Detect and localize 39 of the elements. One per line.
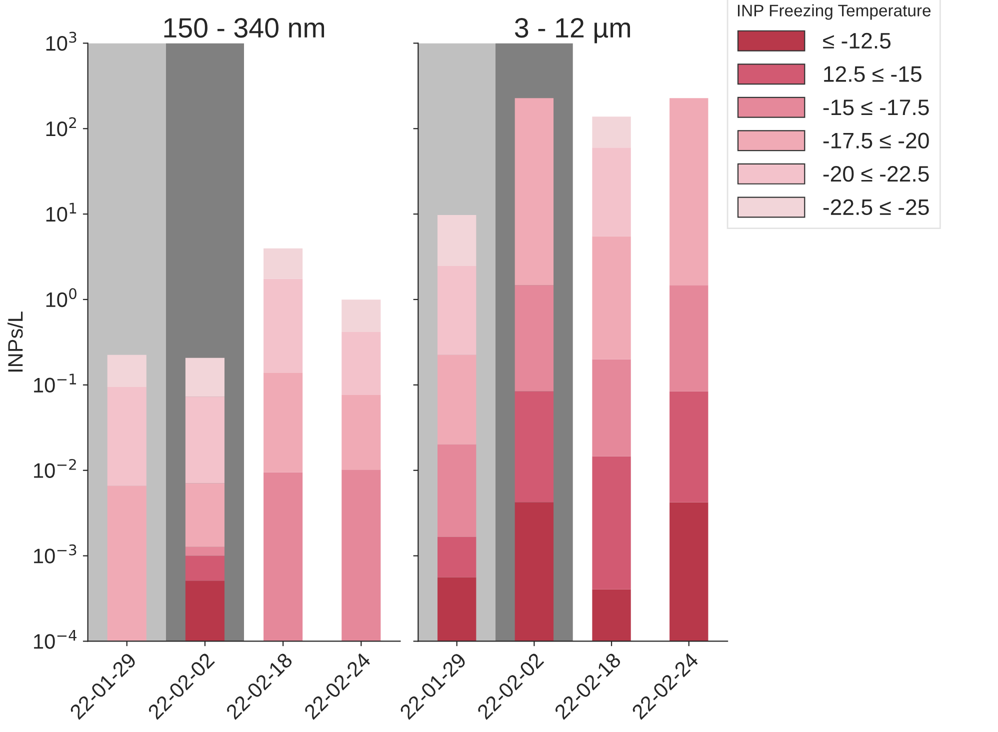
legend-label: -22.5 ≤ -25 — [823, 199, 929, 216]
y-tick-label: 10$^{−4}$ — [34, 630, 77, 649]
bar — [514, 98, 554, 286]
bar — [342, 332, 381, 396]
bar — [438, 444, 476, 537]
bar — [592, 116, 631, 148]
legend-title: INP Freezing Temperature — [738, 4, 931, 20]
y-tick-label: 10$^{3}$ — [46, 32, 76, 51]
bar — [185, 396, 224, 484]
legend-label: 12.5 ≤ -15 — [824, 66, 922, 82]
bar — [670, 98, 708, 286]
y-tick-label: 10$^{1}$ — [46, 202, 76, 222]
chart-title: 150 - 340 nm — [164, 18, 324, 38]
y-tick-label: 10$^{0}$ — [46, 288, 76, 308]
bar — [185, 546, 224, 556]
bar — [185, 358, 224, 397]
y-tick-label: 10$^{2}$ — [46, 117, 76, 136]
bar — [107, 354, 146, 387]
bar — [670, 285, 708, 392]
bar — [342, 300, 381, 332]
bar — [592, 236, 631, 360]
y-axis-title: INPs/L — [8, 312, 23, 372]
y-tick-label: 10$^{−1}$ — [34, 374, 76, 393]
bar — [592, 148, 631, 236]
bar — [264, 248, 303, 279]
chart-title: 3 - 12 µm — [514, 18, 630, 44]
legend-label: -20 ≤ -22.5 — [823, 166, 929, 182]
legend-label: ≤ -12.5 — [823, 32, 891, 49]
bar — [514, 285, 554, 392]
bar — [592, 359, 631, 456]
bar — [185, 483, 224, 547]
y-tick-label: 10$^{−3}$ — [34, 544, 76, 564]
y-tick-label: 10$^{−2}$ — [34, 458, 76, 478]
legend-label: -17.5 ≤ -20 — [823, 132, 929, 148]
bar — [438, 354, 476, 444]
bar — [264, 278, 303, 373]
legend-label: -15 ≤ -17.5 — [823, 100, 929, 116]
bar — [438, 266, 476, 355]
bar — [438, 214, 476, 266]
